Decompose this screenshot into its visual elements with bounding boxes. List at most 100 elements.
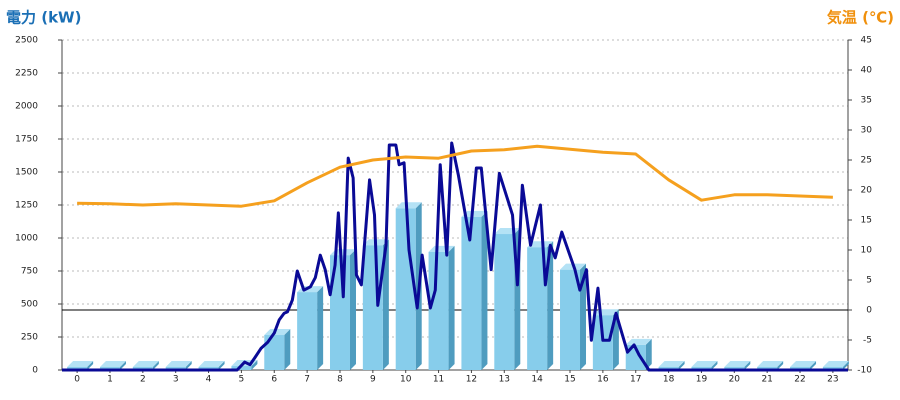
bar-side	[284, 329, 291, 370]
bar-top	[790, 361, 817, 367]
x-tick-label: 20	[729, 375, 741, 385]
x-tick-label: 10	[400, 375, 412, 385]
bar-side	[777, 361, 784, 370]
x-tick-label: 19	[696, 375, 708, 385]
bar-side	[744, 361, 751, 370]
x-tick-label: 11	[433, 375, 444, 385]
y-tick-label: 250	[21, 333, 38, 343]
bar-side	[317, 286, 324, 370]
x-tick-label: 15	[564, 375, 575, 385]
x-tick-label: 3	[173, 375, 179, 385]
y-tick-label: 2000	[15, 102, 38, 112]
x-tick-label: 17	[630, 375, 641, 385]
x-tick-label: 21	[761, 375, 772, 385]
y2-tick-label: 30	[861, 126, 873, 136]
x-tick-label: 4	[206, 375, 212, 385]
bar	[428, 251, 449, 370]
bar-side	[185, 361, 192, 370]
y-axis-title: 電力 (kW)	[6, 9, 81, 27]
bar-top	[165, 361, 192, 367]
bar-side	[448, 245, 455, 370]
x-tick-label: 6	[271, 375, 277, 385]
bar-top	[625, 338, 652, 345]
bar-side	[152, 361, 159, 370]
bar-top	[198, 361, 225, 367]
bar-side	[87, 361, 94, 370]
x-tick-label: 9	[370, 375, 376, 385]
x-tick-label: 1	[107, 375, 113, 385]
y2-tick-label: 45	[861, 36, 872, 46]
bar	[560, 269, 581, 370]
bar-top	[132, 361, 159, 367]
bar-side	[218, 361, 225, 370]
bar-top	[99, 361, 126, 367]
bar-top	[527, 241, 554, 248]
bar-side	[119, 361, 126, 370]
x-tick-label: 22	[794, 375, 805, 385]
y-tick-label: 1250	[15, 201, 38, 211]
bar-top	[691, 361, 718, 367]
x-tick-label: 16	[597, 375, 609, 385]
x-tick-label: 7	[304, 375, 310, 385]
bar-side	[547, 241, 554, 370]
bar-side	[678, 361, 685, 370]
bar-top	[264, 329, 291, 336]
bar	[625, 344, 646, 370]
x-tick-label: 14	[531, 375, 543, 385]
bar-side	[251, 360, 258, 370]
y-tick-label: 2500	[15, 36, 38, 46]
bar-side	[349, 249, 356, 370]
power-line	[62, 141, 848, 372]
bar-side	[481, 210, 488, 370]
bar-top	[67, 361, 94, 367]
bar	[527, 247, 548, 370]
bar-side	[842, 361, 849, 370]
x-tick-label: 5	[239, 375, 245, 385]
bar	[362, 245, 383, 370]
y-tick-label: 0	[32, 366, 38, 376]
bar	[395, 208, 416, 370]
temperature-line	[77, 144, 833, 208]
bar-side	[645, 338, 652, 370]
x-tick-label: 18	[663, 375, 675, 385]
bar-top	[461, 210, 488, 217]
bar-top	[822, 361, 849, 367]
x-tick-label: 0	[74, 375, 80, 385]
bar	[231, 366, 252, 370]
bar-side	[711, 361, 718, 370]
x-tick-label: 12	[466, 375, 477, 385]
bar-top	[757, 361, 784, 367]
bar	[494, 234, 515, 370]
x-tick-label: 8	[337, 375, 343, 385]
bar-top	[658, 361, 685, 367]
y2-tick-label: 35	[861, 96, 872, 106]
y2-tick-label: 25	[861, 156, 872, 166]
y2-tick-label: 0	[866, 306, 872, 316]
bar	[297, 292, 318, 370]
bar	[264, 335, 285, 370]
bar-side	[810, 361, 817, 370]
y2-tick-label: -10	[857, 366, 872, 376]
bar-side	[382, 239, 389, 370]
bar-side	[580, 263, 587, 370]
bar	[461, 216, 482, 370]
y2-tick-label: 20	[861, 186, 873, 196]
y2-tick-label: 15	[861, 216, 872, 226]
x-tick-label: 23	[827, 375, 838, 385]
y2-tick-label: 40	[861, 66, 873, 76]
y-tick-label: 1750	[15, 135, 38, 145]
y2-tick-label: 10	[861, 246, 873, 256]
bar	[592, 315, 613, 370]
bar-top	[724, 361, 751, 367]
x-tick-label: 2	[140, 375, 146, 385]
y2-tick-label: 5	[866, 276, 872, 286]
x-tick-label: 13	[499, 375, 510, 385]
y-tick-label: 2250	[15, 69, 38, 79]
y-tick-label: 750	[21, 267, 38, 277]
y2-axis-title: 気温 (℃)	[827, 9, 894, 27]
y-tick-label: 500	[21, 300, 38, 310]
y-tick-label: 1500	[15, 168, 38, 178]
y-tick-label: 1000	[15, 234, 38, 244]
y2-tick-label: -5	[863, 336, 872, 346]
